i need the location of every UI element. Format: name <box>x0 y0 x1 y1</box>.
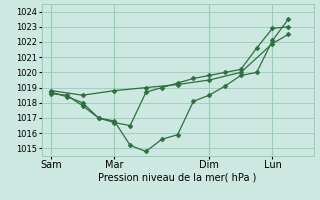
X-axis label: Pression niveau de la mer( hPa ): Pression niveau de la mer( hPa ) <box>99 173 257 183</box>
